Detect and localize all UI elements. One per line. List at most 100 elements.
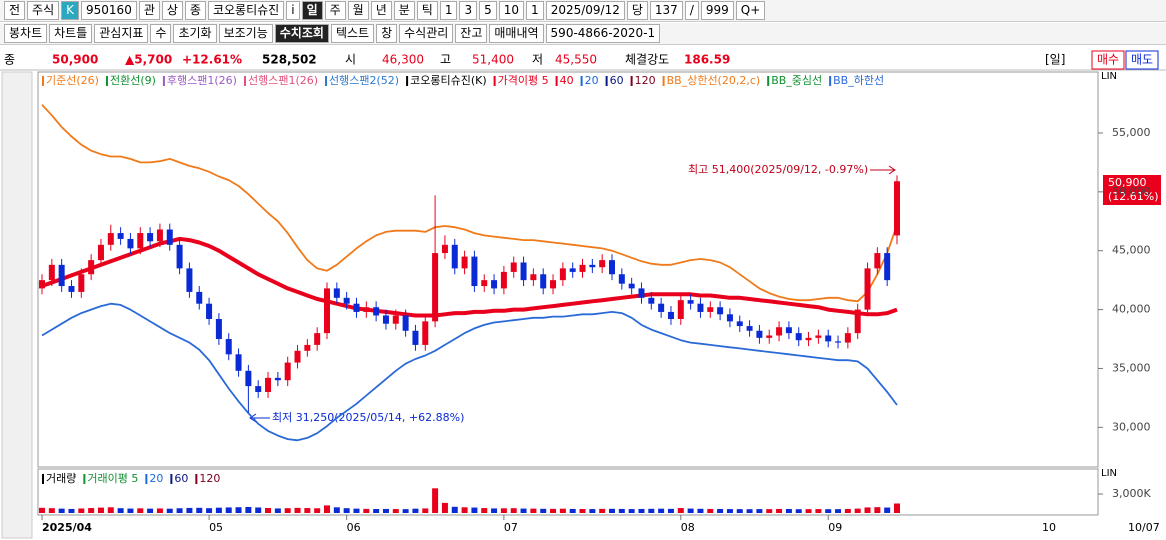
volume-bar	[343, 508, 350, 513]
toolbar-button[interactable]: 1	[439, 1, 458, 20]
toolbar-button[interactable]: 년	[370, 1, 392, 20]
toolbar-button[interactable]: 수	[150, 24, 172, 43]
volume-bar	[156, 508, 163, 513]
candle-body	[736, 321, 743, 327]
toolbar-button[interactable]: 매매내역	[489, 24, 544, 43]
volume-bar	[628, 509, 635, 513]
toolbar-button[interactable]: 텍스트	[330, 24, 375, 43]
toolbar-button[interactable]: 999	[700, 1, 734, 20]
indicator-line	[41, 236, 898, 318]
toolbar-button[interactable]: 590-4866-2020-1	[545, 24, 661, 43]
volume-bar	[785, 509, 792, 513]
legend-label: 20	[149, 472, 163, 485]
toolbar-button[interactable]: 창	[376, 24, 398, 43]
candle-body	[756, 330, 763, 338]
annotation-arrow-head	[249, 413, 257, 423]
toolbar-button[interactable]: 950160	[81, 1, 137, 20]
toolbar-button[interactable]: 137	[649, 1, 683, 20]
toolbar-button[interactable]: 일	[301, 1, 323, 20]
candle-body	[274, 377, 281, 381]
toolbar-button[interactable]: 1	[526, 1, 544, 20]
toolbar-button[interactable]: 주식	[27, 1, 60, 20]
toolbar-button[interactable]: K	[61, 1, 80, 20]
toolbar-button[interactable]: 주	[324, 1, 346, 20]
volume-bar	[245, 506, 252, 513]
legend-swatch	[493, 76, 496, 86]
candle-body	[48, 264, 55, 281]
candle-body	[255, 386, 262, 393]
volume-bar	[304, 508, 311, 513]
toolbar-button[interactable]: 초기화	[173, 24, 217, 43]
volume-bar	[609, 508, 615, 513]
volume-bar	[677, 508, 684, 513]
sell-label[interactable]: 매도	[1131, 53, 1153, 67]
candle-body	[550, 280, 557, 289]
legend-label: 코오롱티슈진(K)	[410, 74, 487, 87]
candle-body	[658, 303, 665, 312]
volume-bar	[284, 508, 291, 513]
volume-bar	[255, 507, 262, 513]
toolbar-button[interactable]: /	[684, 1, 699, 20]
volume-bar	[422, 508, 429, 513]
toolbar-button[interactable]: Q+	[735, 1, 766, 20]
volume-bar	[559, 508, 566, 513]
legend-swatch	[829, 76, 832, 86]
toolbar-button[interactable]: i	[286, 1, 300, 20]
toolbar-button[interactable]: 5	[479, 1, 497, 20]
toolbar-button[interactable]: 상	[161, 1, 183, 20]
toolbar-button[interactable]: 당	[626, 1, 648, 20]
candle-body	[805, 337, 812, 341]
volume-bar	[726, 509, 733, 513]
last-rate: (12.61%)	[1108, 190, 1159, 203]
toolbar-button[interactable]: 10	[498, 1, 525, 20]
legend-label: BB_하한선	[833, 73, 884, 87]
toolbar-button[interactable]: 3	[459, 1, 478, 20]
candle-body	[491, 280, 498, 289]
toolbar-button[interactable]: 차트틀	[49, 24, 93, 43]
buy-label[interactable]: 매수	[1097, 53, 1119, 67]
volume-bar	[717, 509, 724, 513]
volume-bar	[225, 507, 232, 513]
toolbar-button[interactable]: 보조기능	[218, 24, 273, 43]
candle-body	[156, 229, 163, 242]
volume-bar	[894, 503, 900, 513]
toolbar-button[interactable]: 2025/09/12	[545, 1, 625, 20]
legend-label: 가격이평 5	[498, 74, 549, 87]
toolbar-button[interactable]: 전	[4, 1, 26, 20]
volume-bar	[333, 507, 340, 513]
buy-button[interactable]	[1091, 50, 1125, 70]
candle-body	[579, 264, 586, 272]
legend-swatch	[42, 474, 44, 484]
volume-bar	[68, 508, 75, 513]
volume-bar	[88, 508, 95, 513]
volume-bar	[147, 508, 154, 513]
toolbar-button[interactable]: 틱	[416, 1, 438, 20]
toolbar-button[interactable]: 봉차트	[4, 24, 48, 43]
volume-bar	[530, 508, 537, 513]
toolbar-button[interactable]: 관심지표	[94, 24, 149, 43]
toolbar-button[interactable]: 월	[347, 1, 369, 20]
candle-body	[196, 291, 203, 304]
candle-body	[314, 333, 321, 345]
legend-label: 거래이평 5	[87, 472, 138, 485]
y-tick-label: 30,000	[1112, 420, 1151, 433]
toolbar-button[interactable]: 코오롱티슈진	[207, 1, 285, 20]
toolbar-button[interactable]: 수식관리	[399, 24, 454, 43]
volume-bar	[864, 507, 871, 513]
toolbar-button[interactable]: 관	[138, 1, 160, 20]
candle-body	[333, 288, 340, 298]
volume-bar	[825, 509, 832, 513]
info-strength-label: 체결강도	[625, 53, 669, 67]
x-tick-label: 2025/04	[42, 521, 92, 534]
volume-bar	[137, 508, 144, 513]
legend-swatch	[555, 76, 558, 86]
annotation-high: 최고 51,400(2025/09/12, -0.97%)	[688, 163, 868, 176]
toolbar-button[interactable]: 분	[393, 1, 415, 20]
volume-bar	[776, 508, 783, 513]
toolbar-button[interactable]: 수치조회	[274, 24, 329, 43]
legend-swatch	[767, 76, 770, 86]
toolbar-button[interactable]: 종	[184, 1, 206, 20]
candle-body	[894, 181, 900, 236]
toolbar-button[interactable]: 잔고	[455, 24, 488, 43]
sell-button[interactable]	[1125, 50, 1159, 70]
